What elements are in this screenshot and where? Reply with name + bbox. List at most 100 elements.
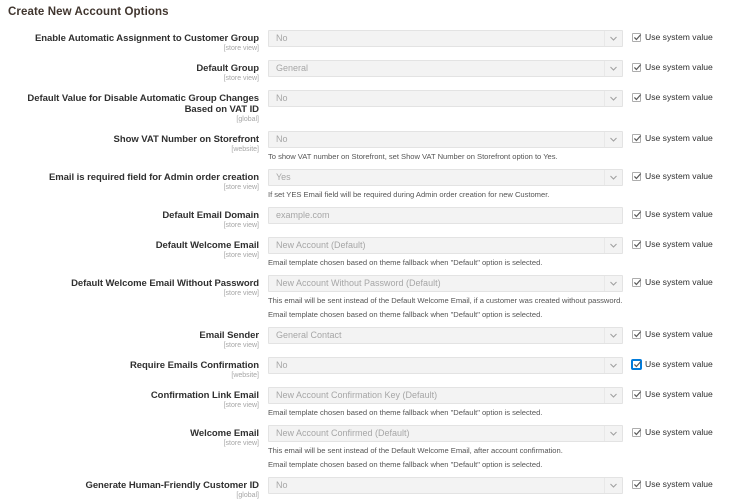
field-label-require-emails-confirmation: Require Emails Confirmation [website] (0, 357, 268, 380)
chevron-down-icon[interactable] (604, 91, 622, 106)
field-value: No (276, 33, 288, 43)
chevron-down-icon[interactable] (604, 31, 622, 46)
select-enable-automatic-assignment-to-customer-group[interactable]: No (268, 30, 623, 47)
use-system-value-checkbox[interactable] (632, 172, 642, 181)
field-control-show-vat-number-on-storefront: No To show VAT number on Storefront, set … (268, 131, 623, 162)
use-system-value-checkbox[interactable] (632, 93, 642, 102)
field-label-text: Default Group (196, 63, 259, 74)
select-generate-human-friendly-customer-id[interactable]: No (268, 477, 623, 494)
use-system-value-checkbox[interactable] (632, 278, 642, 287)
use-system-value-label: Use system value (645, 92, 713, 102)
chevron-down-icon (610, 137, 617, 142)
field-control-generate-human-friendly-customer-id: No (268, 477, 623, 494)
checkmark-icon (633, 481, 642, 488)
use-system-value-checkbox[interactable] (632, 428, 642, 437)
field-hint: To show VAT number on Storefront, set Sh… (268, 152, 558, 161)
field-value: New Account (Default) (276, 240, 366, 250)
chevron-down-icon[interactable] (604, 238, 622, 253)
use-system-value-require-emails-confirmation[interactable]: Use system value (623, 357, 750, 370)
field-label-text: Welcome Email (190, 428, 259, 439)
field-hint: This email will be sent instead of the D… (268, 296, 623, 305)
chevron-down-icon (610, 175, 617, 180)
use-system-value-generate-human-friendly-customer-id[interactable]: Use system value (623, 477, 750, 490)
field-scope: [store view] (223, 222, 259, 229)
use-system-value-enable-automatic-assignment-to-customer-group[interactable]: Use system value (623, 30, 750, 43)
select-email-is-required-field-for-admin-order-creation[interactable]: Yes (268, 169, 623, 186)
config-row: Default Welcome Email Without Password [s… (0, 275, 750, 320)
field-value: No (276, 93, 288, 103)
chevron-down-icon (610, 363, 617, 368)
use-system-value-checkbox[interactable] (632, 134, 642, 143)
select-welcome-email[interactable]: New Account Confirmed (Default) (268, 425, 623, 442)
checkmark-icon (633, 429, 642, 436)
use-system-value-welcome-email[interactable]: Use system value (623, 425, 750, 438)
checkmark-icon (633, 361, 642, 368)
field-label-default-group: Default Group [store view] (0, 60, 268, 83)
use-system-value-default-value-for-disable-automatic-group-changes-based-on-vat-id[interactable]: Use system value (623, 90, 750, 103)
use-system-value-default-email-domain[interactable]: Use system value (623, 207, 750, 220)
config-row: Welcome Email [store view] New Account Con… (0, 425, 750, 470)
chevron-down-icon[interactable] (604, 388, 622, 403)
select-email-sender[interactable]: General Contact (268, 327, 623, 344)
field-control-email-is-required-field-for-admin-order-creation: Yes If set YES Email field will be requir… (268, 169, 623, 200)
chevron-down-icon[interactable] (604, 170, 622, 185)
config-row: Default Group [store view] General Use syst… (0, 60, 750, 83)
select-confirmation-link-email[interactable]: New Account Confirmation Key (Default) (268, 387, 623, 404)
chevron-down-icon[interactable] (604, 61, 622, 76)
use-system-value-checkbox[interactable] (632, 480, 642, 489)
use-system-value-checkbox[interactable] (632, 360, 642, 369)
use-system-value-checkbox[interactable] (632, 210, 642, 219)
field-label-text: Email Sender (199, 330, 259, 341)
config-row: Email Sender [store view] General Contact U… (0, 327, 750, 350)
use-system-value-checkbox[interactable] (632, 33, 642, 42)
chevron-down-icon[interactable] (604, 276, 622, 291)
config-form: Enable Automatic Assignment to Customer … (0, 19, 750, 500)
config-row: Default Value for Disable Automatic Grou… (0, 90, 750, 124)
use-system-value-default-group[interactable]: Use system value (623, 60, 750, 73)
chevron-down-icon[interactable] (604, 328, 622, 343)
use-system-value-checkbox[interactable] (632, 240, 642, 249)
select-default-value-for-disable-automatic-group-changes-based-on-vat-id[interactable]: No (268, 90, 623, 107)
use-system-value-default-welcome-email[interactable]: Use system value (623, 237, 750, 250)
chevron-down-icon[interactable] (604, 358, 622, 373)
use-system-value-confirmation-link-email[interactable]: Use system value (623, 387, 750, 400)
use-system-value-checkbox[interactable] (632, 390, 642, 399)
select-default-group[interactable]: General (268, 60, 623, 77)
field-scope: [store view] (223, 75, 259, 82)
field-control-default-group: General (268, 60, 623, 77)
field-label-confirmation-link-email: Confirmation Link Email [store view] (0, 387, 268, 410)
input-default-email-domain[interactable]: example.com (268, 207, 623, 224)
config-row: Generate Human-Friendly Customer ID [glob… (0, 477, 750, 500)
field-value: New Account Confirmed (Default) (276, 428, 410, 438)
field-control-enable-automatic-assignment-to-customer-group: No (268, 30, 623, 47)
chevron-down-icon[interactable] (604, 132, 622, 147)
chevron-down-icon (610, 281, 617, 286)
select-default-welcome-email-without-password[interactable]: New Account Without Password (Default) (268, 275, 623, 292)
chevron-down-icon[interactable] (604, 478, 622, 493)
field-value: example.com (276, 210, 330, 220)
use-system-value-email-sender[interactable]: Use system value (623, 327, 750, 340)
use-system-value-checkbox[interactable] (632, 63, 642, 72)
use-system-value-default-welcome-email-without-password[interactable]: Use system value (623, 275, 750, 288)
chevron-down-icon[interactable] (604, 426, 622, 441)
field-value: Yes (276, 172, 291, 182)
use-system-value-label: Use system value (645, 171, 713, 181)
use-system-value-email-is-required-field-for-admin-order-creation[interactable]: Use system value (623, 169, 750, 182)
use-system-value-show-vat-number-on-storefront[interactable]: Use system value (623, 131, 750, 144)
select-show-vat-number-on-storefront[interactable]: No (268, 131, 623, 148)
field-control-require-emails-confirmation: No (268, 357, 623, 374)
field-label-generate-human-friendly-customer-id: Generate Human-Friendly Customer ID [glob… (0, 477, 268, 500)
select-require-emails-confirmation[interactable]: No (268, 357, 623, 374)
use-system-value-label: Use system value (645, 479, 713, 489)
field-value: No (276, 480, 288, 490)
field-value: New Account Confirmation Key (Default) (276, 390, 438, 400)
chevron-down-icon (610, 333, 617, 338)
config-row: Email is required field for Admin order … (0, 169, 750, 200)
use-system-value-checkbox[interactable] (632, 330, 642, 339)
field-scope: [store view] (223, 440, 259, 447)
field-value: No (276, 360, 288, 370)
use-system-value-label: Use system value (645, 133, 713, 143)
use-system-value-label: Use system value (645, 62, 713, 72)
select-default-welcome-email[interactable]: New Account (Default) (268, 237, 623, 254)
checkmark-icon (633, 94, 642, 101)
